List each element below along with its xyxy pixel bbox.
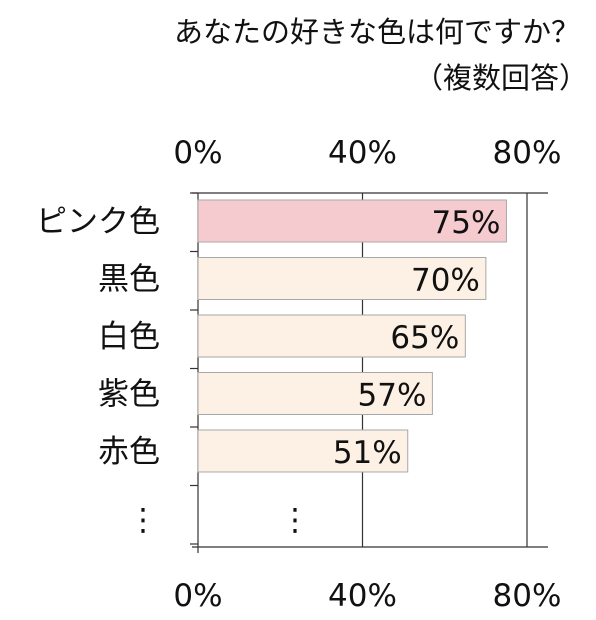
x-tick-label-bottom-80: 80%	[493, 578, 562, 614]
category-label-1: ピンク色	[36, 204, 160, 240]
value-label-1: 75%	[432, 205, 501, 241]
ellipsis-value: ⋮	[280, 502, 311, 538]
value-label-5: 51%	[333, 435, 402, 471]
value-label-2: 70%	[411, 263, 480, 299]
x-tick-label-top-0: 0%	[173, 135, 222, 171]
chart-subtitle: （複数回答）	[413, 61, 588, 95]
category-label-5: 赤色	[98, 434, 160, 470]
bar-1	[197, 199, 507, 243]
ellipsis-category: ⋮	[128, 502, 159, 538]
x-tick-label-bottom-0: 0%	[173, 578, 222, 614]
category-label-2: 黒色	[98, 262, 160, 298]
x-tick-label-top-40: 40%	[328, 135, 397, 171]
x-tick-label-bottom-40: 40%	[328, 578, 397, 614]
bar-3	[197, 314, 466, 358]
category-label-4: 紫色	[98, 377, 160, 413]
value-label-3: 65%	[390, 320, 459, 356]
bar-5	[197, 429, 409, 473]
x-tick-label-top-80: 80%	[493, 135, 562, 171]
value-label-4: 57%	[358, 378, 427, 414]
chart-title: あなたの好きな色は何ですか？	[173, 15, 580, 49]
category-label-3: 白色	[98, 319, 160, 355]
bar-4	[197, 372, 433, 415]
bar-2	[197, 257, 487, 300]
